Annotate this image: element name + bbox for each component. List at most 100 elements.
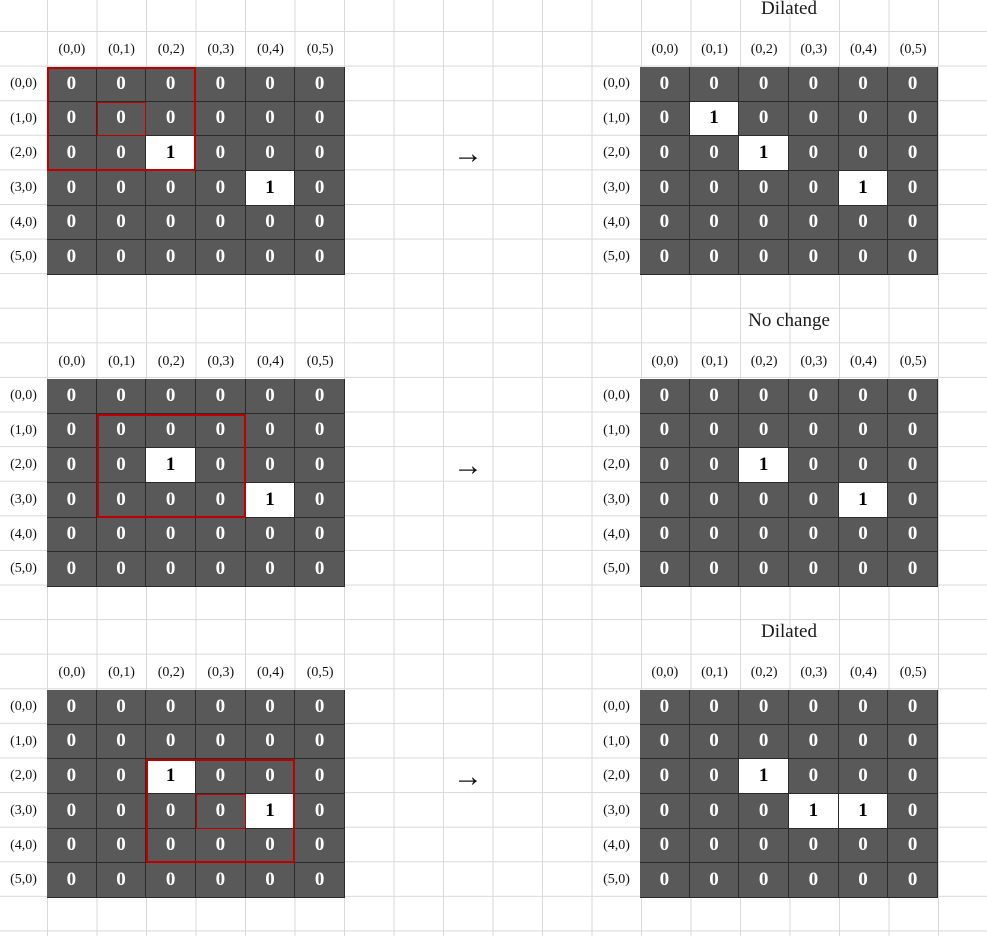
matrix-cell: 0 [146, 205, 196, 241]
row-header: (4,0) [603, 526, 630, 542]
matrix-cell: 0 [196, 863, 246, 898]
matrix-cell: 0 [47, 517, 97, 553]
matrix-cell: 0 [640, 67, 690, 102]
matrix-cell: 0 [689, 67, 740, 102]
matrix-cell: 1 [838, 483, 889, 518]
row-header: (1,0) [10, 110, 37, 126]
column-header: (0,4) [257, 42, 284, 57]
matrix-cell: 0 [888, 724, 938, 760]
row-header: (2,0) [603, 145, 630, 161]
matrix-cell: 0 [96, 724, 147, 760]
matrix-cell: 0 [838, 690, 889, 725]
matrix-cell: 0 [838, 448, 889, 483]
matrix-cell: 1 [789, 794, 839, 829]
matrix-cell: 1 [146, 136, 196, 171]
matrix-cell: 0 [789, 517, 839, 553]
matrix-cell: 0 [888, 101, 938, 137]
matrix-cell: 0 [640, 724, 690, 760]
matrix-cell: 0 [295, 517, 345, 553]
matrix-cell: 0 [96, 205, 147, 241]
matrix-cell: 0 [689, 448, 740, 483]
matrix-cell: 0 [640, 483, 690, 518]
column-header: (0,4) [850, 665, 877, 680]
arrow-1: → [453, 137, 483, 170]
matrix-cell: 0 [245, 517, 296, 553]
matrix-cell: 0 [146, 413, 196, 449]
matrix-cell: 0 [295, 483, 345, 518]
matrix-cell: 0 [47, 863, 97, 898]
column-header: (0,4) [257, 665, 284, 680]
matrix-cell: 0 [245, 136, 296, 171]
matrix-cell: 0 [47, 101, 97, 137]
row-header: (1,0) [603, 422, 630, 438]
matrix-cell: 0 [245, 101, 296, 137]
output-panel-3: Dilated (0,0) (0,1) (0,2) (0,3) (0,4) (0,5) (0,… [593, 621, 938, 936]
row-header: (5,0) [10, 249, 37, 265]
matrix-cell: 0 [838, 379, 889, 414]
matrix-cell: 0 [47, 448, 97, 483]
matrix-cell: 0 [245, 67, 296, 102]
matrix-cell: 0 [47, 413, 97, 449]
row-header: (5,0) [10, 872, 37, 888]
panel-title: Dilated [761, 621, 817, 642]
matrix-cell: 0 [739, 205, 789, 241]
matrix-cell: 0 [245, 724, 296, 760]
input-panel-3: (0,0) (0,1) (0,2) (0,3) (0,4) (0,5) (0,0) (1,0)… [0, 656, 345, 936]
matrix-cell: 1 [146, 448, 196, 483]
column-header: (0,3) [207, 354, 235, 369]
matrix-cell: 0 [146, 794, 196, 829]
matrix-cell: 0 [196, 552, 246, 587]
row-headers: (0,0) (1,0) (2,0) (3,0) (4,0) (5,0) [0, 690, 47, 898]
matrix-cell: 0 [640, 759, 690, 794]
matrix-cell: 0 [888, 517, 938, 553]
matrix-cell: 0 [838, 724, 889, 760]
matrix-cell: 1 [838, 171, 889, 206]
matrix-cell: 0 [245, 828, 296, 864]
matrix-cell: 0 [640, 448, 690, 483]
column-header: (0,2) [157, 42, 185, 57]
matrix-cell: 0 [789, 759, 839, 794]
column-header: (0,1) [701, 42, 728, 57]
matrix-cell: 0 [245, 205, 296, 241]
matrix-cell: 0 [789, 67, 839, 102]
matrix-cell: 0 [295, 379, 345, 414]
matrix-cell: 0 [689, 379, 740, 414]
matrix-cell: 0 [739, 794, 789, 829]
matrix-cell: 0 [739, 828, 789, 864]
matrix-cell: 0 [196, 724, 246, 760]
column-header: (0,2) [157, 354, 185, 369]
column-header: (0,0) [651, 42, 679, 57]
row-header: (0,0) [603, 699, 630, 714]
matrix-cell: 0 [146, 828, 196, 864]
row-header: (2,0) [10, 768, 37, 784]
matrix-cell: 0 [295, 240, 345, 275]
matrix-cell: 0 [789, 205, 839, 241]
matrix-cell: 0 [838, 136, 889, 171]
matrix-cell: 0 [96, 483, 147, 518]
matrix-cell: 0 [689, 136, 740, 171]
matrix-cell: 0 [96, 863, 147, 898]
matrix-cell: 0 [838, 863, 889, 898]
matrix-cell: 0 [888, 552, 938, 587]
matrix-cell: 0 [295, 690, 345, 725]
matrix-cell: 0 [245, 759, 296, 794]
matrix-cell: 0 [838, 240, 889, 275]
matrix-cell: 0 [789, 379, 839, 414]
column-headers: (0,0) (0,1) (0,2) (0,3) (0,4) (0,5) [640, 656, 938, 690]
matrix-cell: 0 [295, 863, 345, 898]
output-panel-1: Dilated (0,0) (0,1) (0,2) (0,3) (0,4) (0,5) (0,… [593, 0, 938, 313]
matrix-cell: 0 [295, 552, 345, 587]
row-header: (4,0) [10, 214, 37, 230]
matrix-cell: 0 [295, 205, 345, 241]
matrix-cell: 0 [888, 448, 938, 483]
column-header: (0,4) [850, 42, 877, 57]
matrix-cell: 0 [789, 690, 839, 725]
column-header: (0,3) [800, 42, 828, 57]
matrix-cell: 0 [245, 690, 296, 725]
row-headers: (0,0) (1,0) (2,0) (3,0) (4,0) (5,0) [593, 379, 640, 587]
matrix-cell: 0 [689, 483, 740, 518]
row-header: (4,0) [603, 214, 630, 230]
matrix-cell: 0 [640, 863, 690, 898]
matrix-cell: 0 [96, 552, 147, 587]
